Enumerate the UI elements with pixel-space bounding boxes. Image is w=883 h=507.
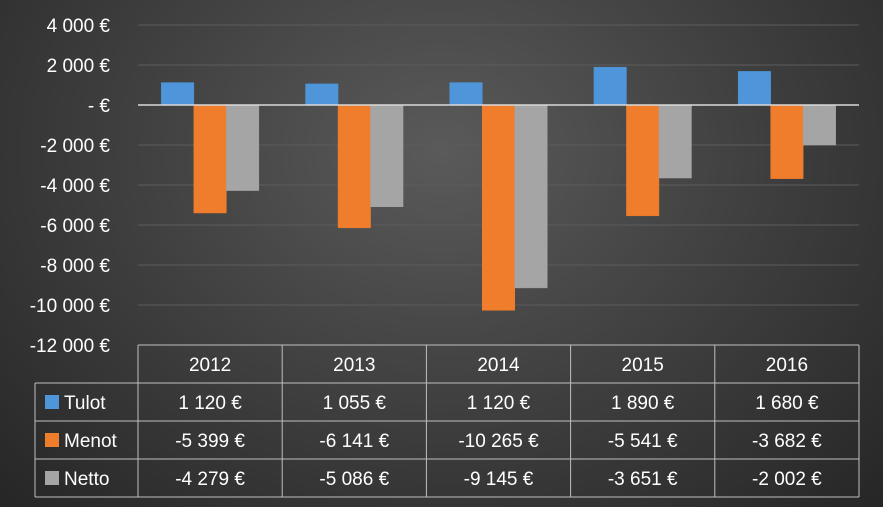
data-label-menot: -6 141 € <box>319 431 389 452</box>
data-label-menot: -5 399 € <box>175 431 245 452</box>
data-table: 2012 2013 2014 2015 2016 Tulot 1 120 € 1 055 € 1… <box>34 344 860 498</box>
y-tick-label: - € <box>88 96 111 117</box>
legend-swatch-tulot <box>45 395 59 409</box>
bar-netto-2013 <box>370 104 404 207</box>
x-tick-label: 2016 <box>766 355 808 376</box>
bar-netto-2016 <box>802 104 836 146</box>
y-axis-tick-labels: 4 000 € 2 000 € - € -2 000 € -4 000 € -6 000 … <box>30 16 111 357</box>
data-label-netto: -5 086 € <box>319 469 389 490</box>
data-label-tulot: 1 680 € <box>755 393 819 414</box>
bar-netto-2014 <box>514 104 548 289</box>
legend-label-netto: Netto <box>64 469 109 490</box>
bar-netto-2015 <box>658 104 692 179</box>
y-tick-label: -8 000 € <box>40 256 110 277</box>
data-label-netto: -3 651 € <box>608 469 678 490</box>
legend-swatch-menot <box>45 433 59 447</box>
bar-menot-2016 <box>770 104 804 179</box>
x-tick-label: 2014 <box>477 355 520 376</box>
bar-menot-2014 <box>482 104 515 311</box>
data-label-netto: -2 002 € <box>752 469 822 490</box>
y-tick-label: -6 000 € <box>40 216 110 237</box>
bar-tulot-2015 <box>593 66 627 106</box>
x-tick-label: 2012 <box>189 355 231 376</box>
x-tick-label: 2013 <box>333 355 375 376</box>
data-label-tulot: 1 120 € <box>178 393 242 414</box>
y-tick-label: 2 000 € <box>47 56 111 77</box>
data-label-menot: -5 541 € <box>608 431 678 452</box>
y-tick-label: -12 000 € <box>30 336 111 357</box>
y-tick-label: -10 000 € <box>30 296 111 317</box>
bar-netto-2012 <box>226 104 260 191</box>
legend-label-menot: Menot <box>64 431 118 452</box>
data-label-tulot: 1 055 € <box>323 393 387 414</box>
data-label-tulot: 1 120 € <box>467 393 531 414</box>
bar-menot-2015 <box>626 104 660 217</box>
bar-menot-2013 <box>337 104 371 229</box>
bars <box>161 66 836 311</box>
bar-tulot-2013 <box>305 83 339 106</box>
bar-tulot-2014 <box>449 82 483 106</box>
bar-tulot-2012 <box>161 82 195 106</box>
legend-label-tulot: Tulot <box>64 393 106 414</box>
data-label-netto: -9 145 € <box>464 469 534 490</box>
legend-swatch-netto <box>45 471 59 485</box>
data-label-menot: -3 682 € <box>752 431 822 452</box>
bar-menot-2012 <box>193 104 227 214</box>
y-tick-label: 4 000 € <box>47 16 111 37</box>
data-label-menot: -10 265 € <box>458 431 539 452</box>
x-tick-label: 2015 <box>622 355 664 376</box>
y-tick-label: -2 000 € <box>40 136 110 157</box>
y-tick-label: -4 000 € <box>40 176 110 197</box>
data-label-tulot: 1 890 € <box>611 393 675 414</box>
data-label-netto: -4 279 € <box>175 469 245 490</box>
bar-tulot-2016 <box>737 71 771 106</box>
